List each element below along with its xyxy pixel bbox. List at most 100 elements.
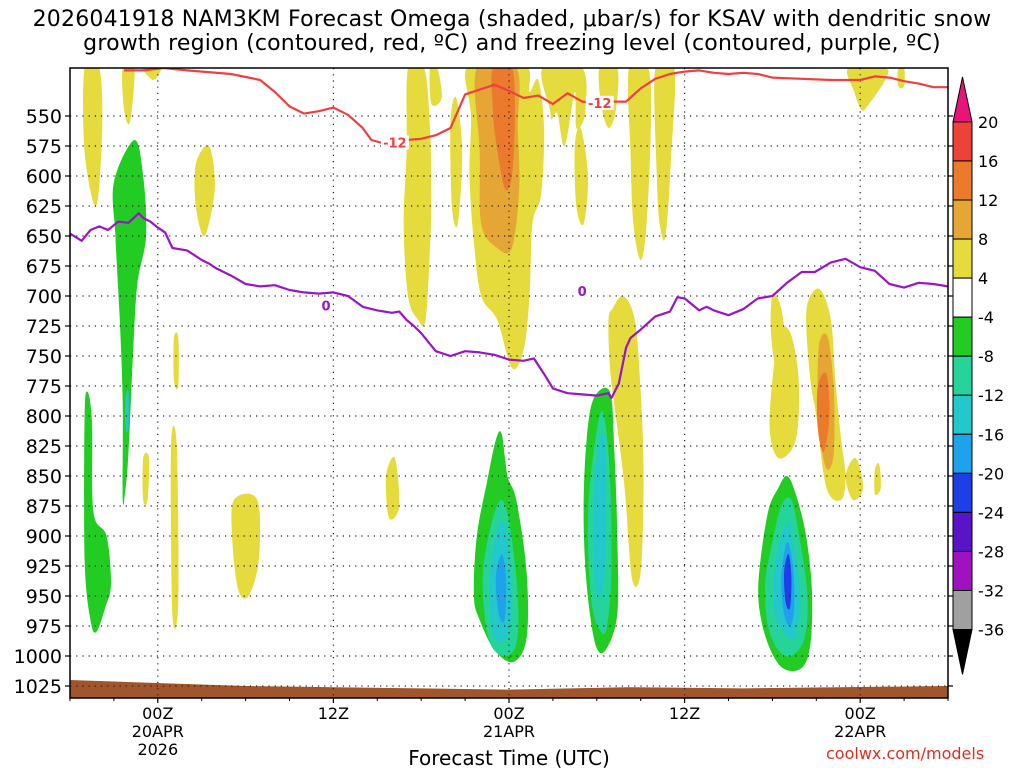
- omega-shade-region: [170, 425, 179, 630]
- colorbar-bottom-triangle: [952, 629, 973, 675]
- dendritic-growth-contour-label-bg: [585, 95, 614, 110]
- omega-shade-region: [385, 456, 400, 520]
- omega-shade-region: [541, 68, 587, 147]
- colorbar-swatch: [952, 238, 973, 279]
- omega-shade-region: [194, 145, 215, 237]
- y-tick-label: 625: [26, 196, 62, 218]
- y-tick-label: 800: [26, 406, 62, 428]
- colorbar-swatch: [952, 589, 973, 631]
- colorbar-top-triangle: [952, 76, 973, 123]
- x-tick-label: 20APR: [132, 722, 184, 741]
- x-tick-label: 00Z: [845, 704, 876, 723]
- colorbar-label: 4: [978, 269, 988, 288]
- y-tick-label: 975: [26, 616, 62, 638]
- colorbar-swatch: [952, 316, 973, 357]
- y-tick-label: 850: [26, 466, 62, 488]
- x-tick-label: 12Z: [669, 704, 700, 723]
- omega-shade-region: [122, 68, 135, 125]
- omega-shade-region: [654, 68, 676, 241]
- colorbar: 20 16 12 8 4 -4 -8 -12 -16 -20 -24 -28 -32 -36: [952, 76, 1004, 675]
- colorbar-swatch: [952, 550, 973, 591]
- freezing-level-contour-label-bg: [320, 298, 333, 313]
- chart-title-line2: growth region (contoured, red, ºC) and f…: [83, 31, 941, 56]
- freezing-level-contour: [70, 212, 948, 400]
- omega-shade-region: [143, 68, 161, 80]
- y-tick-label: 1025: [14, 676, 62, 698]
- y-tick-label: 900: [26, 526, 62, 548]
- freezing-level-contour-label-bg: [576, 284, 589, 299]
- omega-shade-region: [84, 391, 112, 633]
- omega-shade-region: [125, 389, 129, 433]
- omega-shade-region: [112, 139, 147, 506]
- y-tick-label: 925: [26, 556, 62, 578]
- colorbar-label: -12: [978, 386, 1004, 405]
- x-tick-label: 00Z: [142, 704, 173, 723]
- colorbar-label: -28: [978, 542, 1004, 561]
- omega-shade-region: [897, 68, 905, 89]
- dendritic-growth-contour: [124, 68, 948, 144]
- y-tick-label: 1000: [14, 646, 62, 668]
- colorbar-label: 12: [978, 191, 998, 210]
- omega-shade-region: [450, 96, 463, 228]
- omega-shade-region: [598, 68, 619, 129]
- omega-shade-region: [769, 326, 800, 459]
- ground-shading: [70, 680, 948, 698]
- colorbar-label: -4: [978, 308, 994, 327]
- x-tick-label: 22APR: [834, 722, 886, 741]
- colorbar-label: -16: [978, 425, 1004, 444]
- omega-shade-region: [574, 126, 589, 226]
- y-tick-label: 750: [26, 346, 62, 368]
- y-tick-label: 875: [26, 496, 62, 518]
- colorbar-swatch: [952, 160, 973, 201]
- y-tick-label: 650: [26, 226, 62, 248]
- omega-shade-region: [82, 68, 103, 207]
- colorbar-label: 16: [978, 152, 998, 171]
- omega-shade-region: [173, 332, 179, 390]
- y-tick-label: 825: [26, 436, 62, 458]
- y-tick-label: 700: [26, 286, 62, 308]
- y-tick-label: 600: [26, 166, 62, 188]
- colorbar-label: -32: [978, 581, 1004, 600]
- x-tick-label: 21APR: [483, 722, 535, 741]
- omega-shade-region: [608, 295, 644, 587]
- colorbar-label: -24: [978, 503, 1004, 522]
- chart-title-line1: 2026041918 NAM3KM Forecast Omega (shaded…: [32, 7, 992, 32]
- y-tick-label: 675: [26, 256, 62, 278]
- dendritic-growth-contour-label: -12: [383, 136, 407, 151]
- x-tick-label: 00Z: [493, 704, 524, 723]
- dendritic-growth-contour-label: -12: [588, 97, 612, 112]
- colorbar-swatch: [952, 433, 973, 474]
- colorbar-swatch: [952, 199, 973, 240]
- omega-shade-region: [429, 68, 442, 107]
- credit-text: coolwx.com/models: [826, 744, 985, 763]
- contour-lines: -12 -12 0 0: [70, 68, 948, 400]
- omega-shade-region: [403, 68, 432, 327]
- colorbar-swatch: [952, 121, 973, 162]
- plot-area: [70, 68, 948, 698]
- colorbar-label: -8: [978, 347, 994, 366]
- omega-shade-region: [142, 452, 150, 506]
- dendritic-growth-contour-label-bg: [380, 135, 409, 150]
- omega-shade-region: [816, 372, 830, 453]
- omega-shade-region: [627, 68, 652, 260]
- omega-shade-region: [491, 68, 515, 191]
- omega-shade-region: [495, 554, 507, 623]
- omega-shade-region: [846, 68, 889, 111]
- axes: 550 575 600 625 650 675 700 725 750 775 800 825 850 8…: [14, 106, 953, 759]
- colorbar-swatch: [952, 355, 973, 396]
- y-tick-label: 775: [26, 376, 62, 398]
- x-axis-label: Forecast Time (UTC): [408, 746, 610, 768]
- colorbar-swatch: [952, 472, 973, 513]
- colorbar-swatch: [952, 394, 973, 435]
- omega-shade-region: [231, 493, 261, 599]
- y-tick-label: 550: [26, 106, 62, 128]
- colorbar-label: -20: [978, 464, 1004, 483]
- omega-shade-region: [593, 432, 607, 599]
- omega-shade-region: [553, 68, 560, 83]
- y-tick-label: 575: [26, 136, 62, 158]
- x-tick-label: 2026: [137, 740, 178, 759]
- y-tick-label: 950: [26, 586, 62, 608]
- colorbar-label: 8: [978, 230, 988, 249]
- freezing-level-contour-label: 0: [322, 300, 331, 315]
